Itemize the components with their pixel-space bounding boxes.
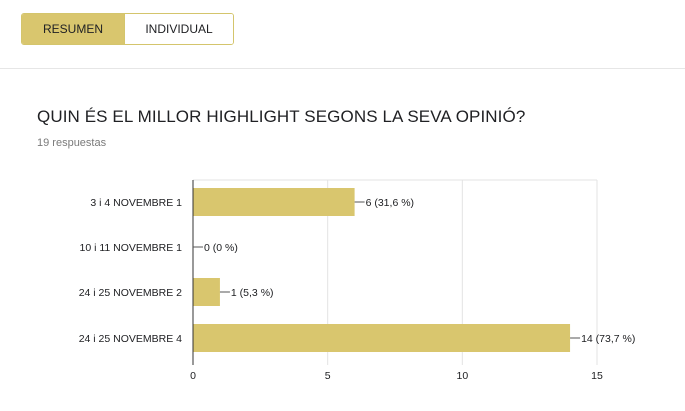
category-label: 3 i 4 NOVEMBRE 1 bbox=[90, 197, 182, 209]
question-title: QUIN ÉS EL MILLOR HIGHLIGHT SEGONS LA SE… bbox=[37, 107, 526, 126]
category-label: 24 i 25 NOVEMBRE 2 bbox=[79, 287, 182, 299]
value-label: 6 (31,6 %) bbox=[366, 197, 414, 209]
response-count: 19 respuestas bbox=[37, 137, 107, 149]
bar bbox=[193, 188, 355, 216]
x-tick-label: 0 bbox=[190, 370, 196, 382]
chart-labels: 0 5 10 15 3 i 4 NOVEMBRE 1 6 (31,6 %) 10 i 11 … bbox=[79, 197, 636, 382]
bar bbox=[193, 324, 571, 352]
x-tick-label: 15 bbox=[591, 370, 603, 382]
chart-bars bbox=[193, 188, 571, 352]
x-tick-label: 10 bbox=[456, 370, 468, 382]
category-label: 10 i 11 NOVEMBRE 1 bbox=[79, 242, 182, 254]
value-label: 1 (5,3 %) bbox=[231, 287, 274, 299]
view-tabs: RESUMEN INDIVIDUAL bbox=[21, 13, 234, 45]
divider bbox=[0, 68, 685, 69]
bar bbox=[193, 278, 220, 306]
tab-individual[interactable]: INDIVIDUAL bbox=[124, 14, 233, 44]
x-tick-label: 5 bbox=[325, 370, 331, 382]
tab-summary[interactable]: RESUMEN bbox=[22, 14, 124, 44]
value-label: 0 (0 %) bbox=[204, 242, 238, 254]
value-label: 14 (73,7 %) bbox=[581, 333, 635, 345]
category-label: 24 i 25 NOVEMBRE 4 bbox=[79, 333, 182, 345]
